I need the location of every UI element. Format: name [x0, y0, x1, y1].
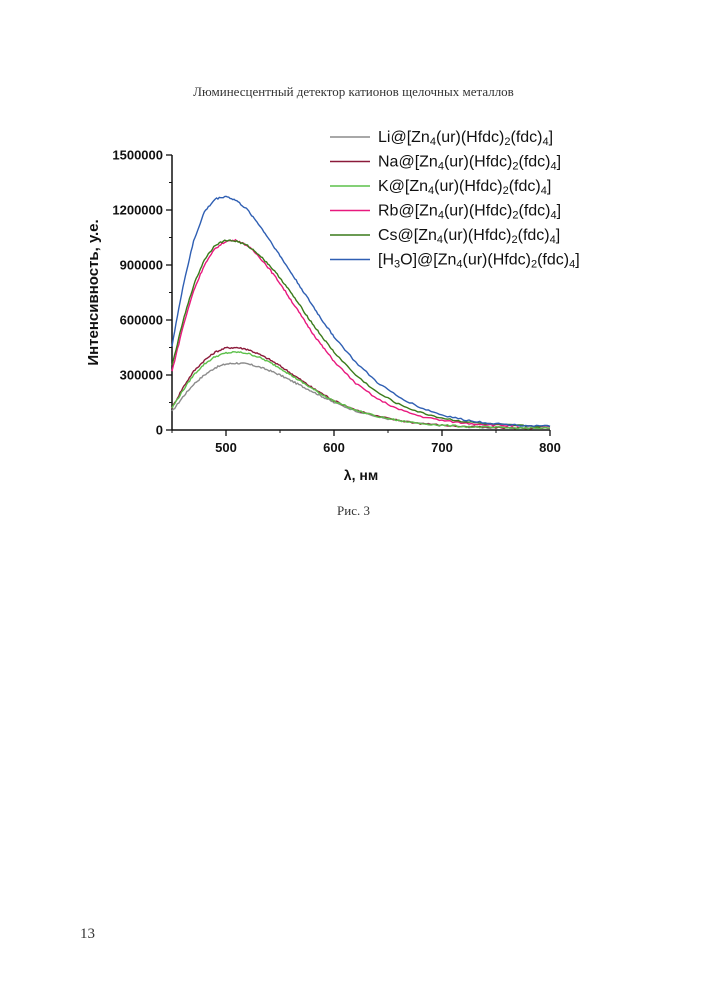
y-tick-label: 300000	[120, 368, 163, 383]
x-tick-label: 600	[323, 440, 345, 455]
emission-spectra-chart: 0 300000 600000 900000 1200000 1500000 500 600 7…	[85, 129, 580, 483]
legend-entry: Na@[Zn4(ur)(Hfdc)2(fdc)4]	[378, 154, 561, 173]
series-line-1	[171, 361, 551, 430]
y-tick-label: 0	[156, 423, 163, 438]
x-tick-label: 700	[431, 440, 453, 455]
y-tick-label: 1500000	[112, 148, 163, 163]
running-header: Люминесцентный детектор катионов щелочны…	[193, 84, 514, 99]
x-axis-label: λ, нм	[344, 467, 378, 483]
y-tick-label: 600000	[120, 313, 163, 328]
series-line-3	[171, 350, 551, 430]
y-axis-label: Интенсивность, у.е.	[85, 219, 102, 365]
x-tick-label: 800	[539, 440, 561, 455]
legend-entry: Cs@[Zn4(ur)(Hfdc)2(fdc)4]	[378, 227, 560, 246]
series-line-6	[171, 195, 551, 428]
series-line-5	[171, 239, 551, 428]
legend-entry: Rb@[Zn4(ur)(Hfdc)2(fdc)4]	[378, 203, 561, 222]
legend-entry: Li@[Zn4(ur)(Hfdc)2(fdc)4]	[378, 129, 553, 148]
chart-axes: 0 300000 600000 900000 1200000 1500000 500 600 7…	[112, 148, 560, 456]
series-line-2	[171, 346, 551, 430]
emission-spectra-figure: 0 300000 600000 900000 1200000 1500000 500 600 7…	[80, 120, 640, 500]
legend-entry: [H3O]@[Zn4(ur)(Hfdc)2(fdc)4]	[378, 252, 580, 271]
chart-legend: Li@[Zn4(ur)(Hfdc)2(fdc)4] Na@[Zn4(ur)(Hfd…	[330, 129, 580, 271]
page-number: 13	[80, 926, 95, 942]
chart-series-lines	[171, 195, 551, 430]
figure-caption: Рис. 3	[337, 503, 370, 518]
y-tick-label: 900000	[120, 258, 163, 273]
x-tick-label: 500	[215, 440, 237, 455]
y-tick-label: 1200000	[112, 203, 163, 218]
series-line-4	[171, 238, 551, 428]
legend-entry: K@[Zn4(ur)(Hfdc)2(fdc)4]	[378, 178, 551, 197]
